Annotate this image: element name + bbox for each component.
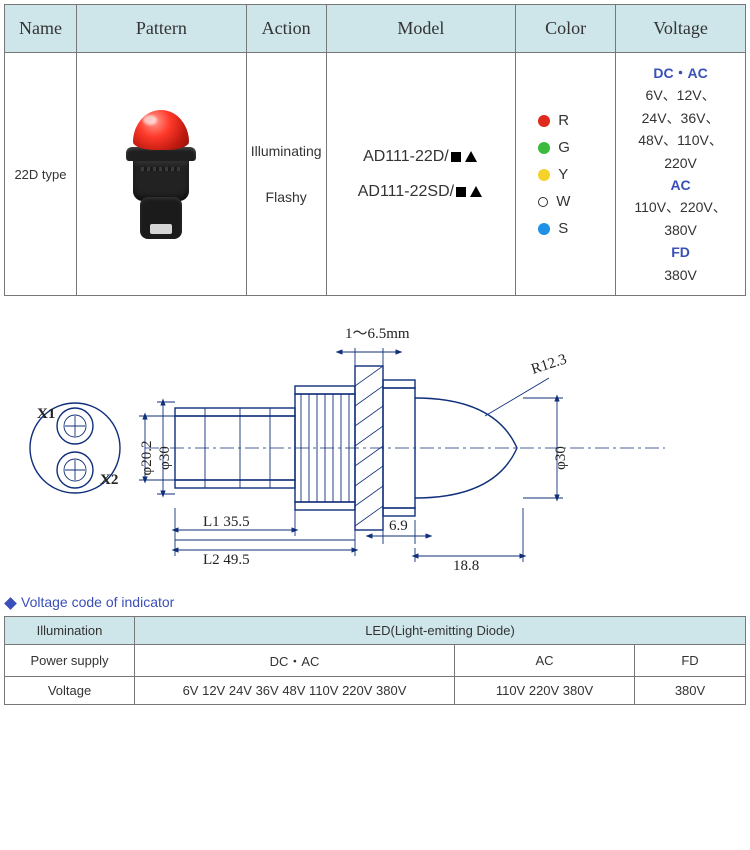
cell-color: RGYWS	[516, 53, 616, 296]
hdr-name: Name	[5, 5, 77, 53]
hdr-model: Model	[326, 5, 516, 53]
cell-pattern	[76, 53, 246, 296]
vc-row3-c: 380V	[635, 677, 746, 705]
hdr-action: Action	[246, 5, 326, 53]
vc-row1-val: LED(Light-emitting Diode)	[135, 617, 746, 645]
color-option: Y	[538, 161, 611, 188]
voltage-code-table: Illumination LED(Light-emitting Diode) P…	[4, 616, 746, 705]
dim-6-9: 6.9	[389, 518, 408, 534]
cell-name: 22D type	[5, 53, 77, 296]
vc-row3-lbl: Voltage	[5, 677, 135, 705]
color-dot-icon	[538, 197, 548, 207]
spec-header-row: Name Pattern Action Model Color Voltage	[5, 5, 746, 53]
action-1: Illuminating	[251, 137, 322, 165]
color-code: R	[558, 112, 569, 129]
voltage-code-heading: Voltage code of indicator	[6, 594, 746, 610]
color-code: S	[558, 220, 568, 237]
cell-action: Illuminating Flashy	[246, 53, 326, 296]
dim-panel-thk: 1～6.5mm	[345, 326, 410, 342]
dim-r: R12.3	[529, 351, 568, 377]
cell-model: AD111-22D/ AD111-22SD/	[326, 53, 516, 296]
model-2: AD111-22SD/	[331, 174, 512, 209]
svg-text:L1 35.5: L1 35.5	[203, 514, 250, 530]
vc-row2-a: DC・AC	[135, 645, 455, 677]
volt-body-ac: 110V、220V、 380V	[620, 196, 741, 241]
model-1: AD111-22D/	[331, 139, 512, 174]
color-dot-icon	[538, 115, 550, 127]
cell-voltage: DC・AC 6V、12V、 24V、36V、 48V、110V、 220V AC…	[616, 53, 746, 296]
action-2: Flashy	[251, 183, 322, 211]
vc-row2-lbl: Power supply	[5, 645, 135, 677]
color-option: S	[538, 215, 611, 242]
dim-18-8: 18.8	[453, 558, 479, 574]
vc-row1-lbl: Illumination	[5, 617, 135, 645]
color-dot-icon	[538, 223, 550, 235]
technical-drawing: X1 X2	[4, 308, 746, 588]
vc-row3-a: 6V 12V 24V 36V 48V 110V 220V 380V	[135, 677, 455, 705]
color-option: G	[538, 134, 611, 161]
dim-phi20: φ20.2	[139, 441, 155, 476]
color-code: W	[556, 193, 570, 210]
vc-row2-b: AC	[455, 645, 635, 677]
svg-text:L2 49.5: L2 49.5	[203, 552, 250, 568]
color-code: G	[558, 139, 570, 156]
color-dot-icon	[538, 142, 550, 154]
volt-body-fd: 380V	[620, 264, 741, 286]
color-option: R	[538, 107, 611, 134]
hdr-color: Color	[516, 5, 616, 53]
volt-body-dcac: 6V、12V、 24V、36V、 48V、110V、 220V	[620, 84, 741, 174]
vc-row2-c: FD	[635, 645, 746, 677]
hdr-pattern: Pattern	[76, 5, 246, 53]
volt-head-fd: FD	[620, 241, 741, 263]
volt-head-dcac: DC・AC	[620, 62, 741, 84]
term-x1: X1	[37, 406, 55, 422]
color-dot-icon	[538, 169, 550, 181]
term-x2: X2	[100, 472, 118, 488]
indicator-lamp-icon	[116, 110, 206, 239]
volt-head-ac: AC	[620, 174, 741, 196]
hdr-voltage: Voltage	[616, 5, 746, 53]
color-code: Y	[558, 166, 568, 183]
spec-row: 22D type Illuminating Flashy	[5, 53, 746, 296]
dim-phi30a: φ30	[157, 446, 173, 470]
vc-row3-b: 110V 220V 380V	[455, 677, 635, 705]
color-option: W	[538, 188, 611, 215]
spec-table: Name Pattern Action Model Color Voltage …	[4, 4, 746, 296]
dim-phi30c: φ30	[553, 446, 569, 470]
